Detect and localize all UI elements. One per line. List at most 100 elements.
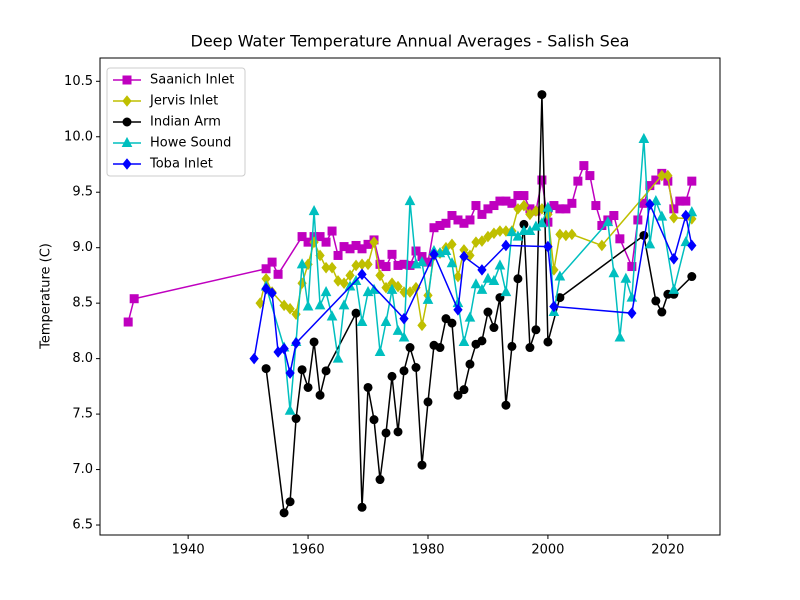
marker	[296, 258, 308, 269]
marker	[321, 237, 331, 247]
y-tick-label: 6.5	[72, 518, 93, 533]
marker	[363, 258, 373, 271]
marker	[399, 312, 409, 325]
y-tick-label: 10.0	[64, 129, 93, 144]
marker	[681, 196, 691, 206]
marker	[482, 272, 494, 283]
marker	[495, 225, 505, 237]
marker	[411, 362, 421, 372]
x-tick-label: 1980	[411, 543, 444, 558]
marker	[627, 262, 637, 272]
marker	[465, 215, 475, 225]
marker	[297, 365, 307, 375]
marker	[567, 228, 577, 241]
marker	[650, 195, 662, 206]
marker	[567, 198, 577, 208]
marker	[399, 366, 409, 376]
marker	[489, 323, 499, 333]
marker	[411, 246, 421, 256]
marker	[506, 226, 518, 237]
y-tick-label: 10.5	[64, 74, 93, 89]
marker	[309, 337, 319, 347]
marker	[285, 497, 295, 507]
marker	[513, 274, 523, 284]
marker	[477, 264, 487, 276]
marker	[380, 315, 392, 327]
marker	[483, 307, 493, 317]
marker	[291, 337, 301, 349]
marker	[369, 236, 379, 248]
marker	[375, 269, 385, 282]
marker	[405, 286, 415, 298]
marker	[459, 385, 469, 395]
marker	[687, 272, 697, 282]
marker	[333, 250, 343, 260]
marker	[680, 236, 692, 247]
marker	[285, 367, 295, 379]
marker	[470, 278, 482, 289]
marker	[315, 390, 325, 400]
marker	[369, 415, 379, 425]
marker	[381, 428, 391, 438]
marker	[327, 261, 337, 274]
marker	[423, 397, 433, 407]
marker	[555, 228, 565, 241]
marker	[656, 210, 668, 221]
y-tick-label: 9.5	[72, 185, 93, 200]
marker	[477, 336, 487, 346]
legend-label: Howe Sound	[150, 136, 231, 151]
marker	[338, 299, 350, 310]
legend-marker	[122, 75, 132, 85]
marker	[501, 225, 511, 237]
x-tick-label: 1960	[292, 543, 325, 558]
marker	[345, 269, 355, 282]
marker	[549, 300, 559, 313]
marker	[483, 230, 493, 243]
y-axis-label: Temperature (C)	[39, 243, 54, 350]
marker	[476, 283, 488, 294]
marker	[356, 315, 368, 327]
marker	[381, 262, 391, 272]
marker	[321, 261, 331, 274]
marker	[488, 274, 500, 285]
marker	[416, 256, 428, 267]
marker	[327, 226, 337, 236]
marker	[392, 324, 404, 335]
marker	[446, 257, 458, 268]
marker	[543, 337, 553, 347]
marker	[357, 502, 367, 512]
marker	[303, 382, 313, 392]
marker	[375, 475, 385, 485]
marker	[422, 293, 434, 304]
marker	[261, 282, 271, 295]
marker	[620, 272, 632, 283]
marker	[129, 294, 139, 304]
marker	[627, 307, 637, 319]
legend-label: Indian Arm	[150, 115, 221, 130]
plot-frame	[99, 57, 721, 536]
marker	[273, 346, 283, 358]
marker	[447, 238, 457, 251]
marker	[597, 239, 607, 252]
legend-marker	[122, 158, 132, 170]
marker	[651, 296, 661, 306]
marker	[261, 364, 271, 374]
marker	[441, 218, 451, 228]
marker	[339, 277, 349, 289]
y-tick-label: 9.0	[72, 240, 93, 255]
marker	[494, 259, 506, 270]
marker	[417, 460, 427, 470]
marker	[525, 208, 535, 221]
marker	[387, 371, 397, 381]
marker	[507, 341, 517, 351]
marker	[579, 161, 589, 171]
y-tick-label: 8.5	[72, 296, 93, 311]
marker	[687, 239, 697, 252]
marker	[477, 235, 487, 247]
marker	[273, 269, 283, 279]
marker	[471, 201, 481, 211]
series-line	[259, 174, 692, 326]
series-line	[265, 138, 693, 411]
marker	[531, 325, 541, 335]
legend: Saanich Inlet Jervis Inlet Indian Arm Howe …	[106, 67, 246, 177]
